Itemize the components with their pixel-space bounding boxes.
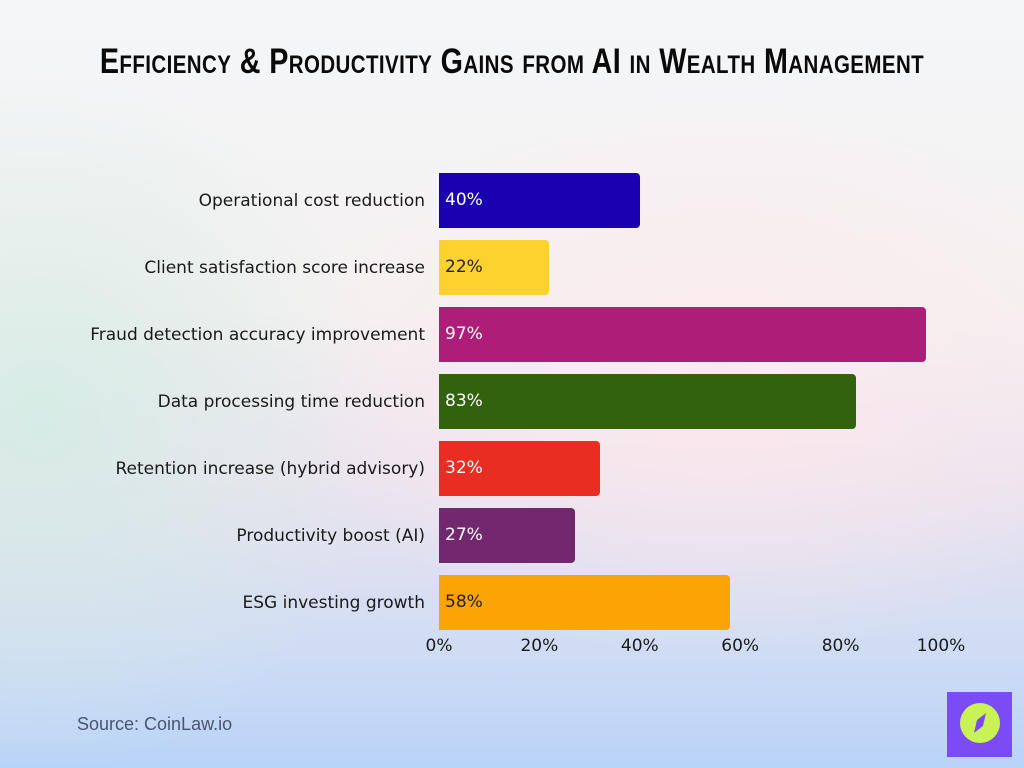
bar-value-label: 97%: [445, 324, 483, 344]
bar: 22%: [439, 240, 550, 295]
x-tick-label: 40%: [620, 636, 659, 656]
bar: 97%: [439, 307, 926, 362]
bar: 58%: [439, 575, 731, 630]
compass-icon: [958, 701, 1002, 749]
category-label: Operational cost reduction: [198, 190, 425, 211]
bar: 83%: [439, 374, 856, 429]
category-label: Fraud detection accuracy improvement: [90, 324, 425, 345]
brand-logo: [947, 692, 1012, 757]
bar-value-label: 40%: [445, 190, 483, 210]
x-tick-label: 60%: [721, 636, 760, 656]
category-label: Productivity boost (AI): [236, 525, 425, 546]
category-label: Data processing time reduction: [157, 391, 425, 412]
bar-value-label: 58%: [445, 592, 483, 612]
bar-value-label: 83%: [445, 391, 483, 411]
x-tick-label: 20%: [520, 636, 559, 656]
bar: 32%: [439, 441, 600, 496]
category-label: Retention increase (hybrid advisory): [115, 458, 425, 479]
x-tick-label: 0%: [425, 636, 453, 656]
chart-title: Efficiency & Productivity Gains from AI …: [99, 42, 925, 81]
x-tick-label: 100%: [916, 636, 966, 656]
source-note: Source: CoinLaw.io: [77, 714, 233, 734]
bar-value-label: 32%: [445, 458, 483, 478]
category-label: ESG investing growth: [242, 592, 426, 613]
bar: 40%: [439, 173, 640, 228]
x-tick-label: 80%: [821, 636, 860, 656]
category-label: Client satisfaction score increase: [144, 257, 425, 278]
bar-value-label: 27%: [445, 525, 483, 545]
bar: 27%: [439, 508, 575, 563]
bar-value-label: 22%: [445, 257, 483, 277]
